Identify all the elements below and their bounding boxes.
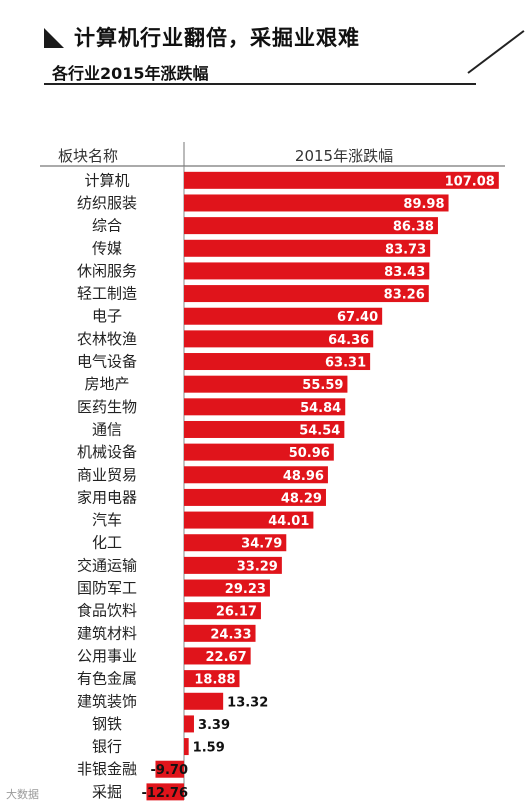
bar — [184, 602, 261, 620]
value-label: 86.38 — [393, 220, 434, 235]
bar — [184, 420, 345, 438]
bar — [155, 760, 184, 778]
bar — [184, 670, 240, 688]
category-label: 国防军工 — [77, 579, 137, 597]
value-label: 54.54 — [299, 423, 340, 438]
category-label: 公用事业 — [77, 647, 137, 665]
value-label: 48.96 — [283, 469, 324, 484]
value-label: 44.01 — [268, 514, 309, 529]
value-label: 26.17 — [216, 605, 257, 620]
category-label: 计算机 — [84, 171, 129, 189]
category-label: 电子 — [92, 307, 122, 325]
bar — [184, 511, 314, 529]
bar — [184, 375, 348, 393]
column-header-change: 2015年涨跌幅 — [295, 147, 393, 165]
bar — [146, 783, 184, 801]
value-label: 29.23 — [225, 582, 266, 597]
category-label: 食品饮料 — [77, 602, 137, 620]
value-label: 3.39 — [198, 718, 230, 733]
bar — [184, 692, 224, 710]
category-label: 纺织服装 — [77, 194, 137, 212]
category-label: 电气设备 — [77, 353, 137, 371]
chart-subtitle: 各行业2015年涨跌幅 — [52, 64, 209, 83]
value-label: 83.26 — [384, 288, 425, 303]
category-label: 有色金属 — [77, 670, 137, 688]
value-label: 64.36 — [328, 333, 369, 348]
category-label: 医药生物 — [77, 398, 137, 416]
bar — [184, 443, 334, 461]
bar — [184, 217, 438, 235]
value-label: 107.08 — [445, 174, 495, 189]
value-label: 83.43 — [384, 265, 425, 280]
category-label: 传媒 — [92, 239, 122, 257]
bar — [184, 488, 326, 506]
value-label: -12.76 — [141, 786, 188, 801]
bar — [184, 262, 430, 280]
value-label: 50.96 — [289, 446, 330, 461]
category-label: 通信 — [92, 420, 122, 438]
value-label: -9.70 — [151, 763, 188, 778]
title-marker — [44, 28, 64, 48]
category-label: 机械设备 — [77, 443, 137, 461]
value-label: 83.73 — [385, 242, 426, 257]
category-label: 建筑装饰 — [77, 692, 137, 710]
bar — [184, 556, 282, 574]
category-label: 建筑材料 — [77, 624, 137, 642]
category-label: 轻工制造 — [77, 285, 137, 303]
subtitle-underline — [44, 83, 476, 85]
bar — [184, 738, 189, 756]
value-label: 13.32 — [227, 695, 268, 710]
value-label: 48.29 — [281, 491, 322, 506]
bar — [184, 285, 429, 303]
category-label: 商业贸易 — [77, 466, 137, 484]
value-label: 34.79 — [241, 537, 282, 552]
bar — [184, 194, 449, 212]
value-label: 18.88 — [194, 673, 235, 688]
category-label: 休闲服务 — [77, 262, 137, 280]
bar — [184, 647, 251, 665]
bar — [184, 466, 328, 484]
category-label: 采掘 — [92, 783, 122, 801]
bar — [184, 579, 270, 597]
category-label: 交通运输 — [77, 556, 137, 574]
bar — [184, 353, 371, 371]
bar — [184, 624, 256, 642]
value-label: 63.31 — [325, 356, 366, 371]
bar — [184, 398, 346, 416]
category-label: 房地产 — [84, 375, 129, 393]
value-label: 1.59 — [193, 741, 225, 756]
category-label: 钢铁 — [92, 715, 122, 733]
category-label: 综合 — [92, 217, 122, 235]
bar — [184, 534, 287, 552]
category-label: 银行 — [92, 738, 122, 756]
bar — [184, 239, 431, 257]
value-label: 54.84 — [300, 401, 341, 416]
category-label: 汽车 — [92, 511, 122, 529]
bar — [184, 307, 383, 325]
bar — [184, 330, 374, 348]
bar — [184, 171, 499, 189]
watermark-text: 大数据 — [6, 788, 39, 801]
bar — [184, 715, 194, 733]
chart-title: 计算机行业翻倍，采掘业艰难 — [74, 26, 360, 50]
category-label: 非银金融 — [77, 760, 137, 778]
value-label: 55.59 — [302, 378, 343, 393]
value-label: 22.67 — [206, 650, 247, 665]
value-label: 33.29 — [237, 559, 278, 574]
column-header-sector: 板块名称 — [58, 147, 118, 165]
value-label: 24.33 — [210, 627, 251, 642]
value-label: 89.98 — [403, 197, 444, 212]
category-label: 农林牧渔 — [77, 330, 137, 348]
value-label: 67.40 — [337, 310, 378, 325]
category-label: 家用电器 — [77, 488, 137, 506]
category-label: 化工 — [92, 534, 122, 552]
